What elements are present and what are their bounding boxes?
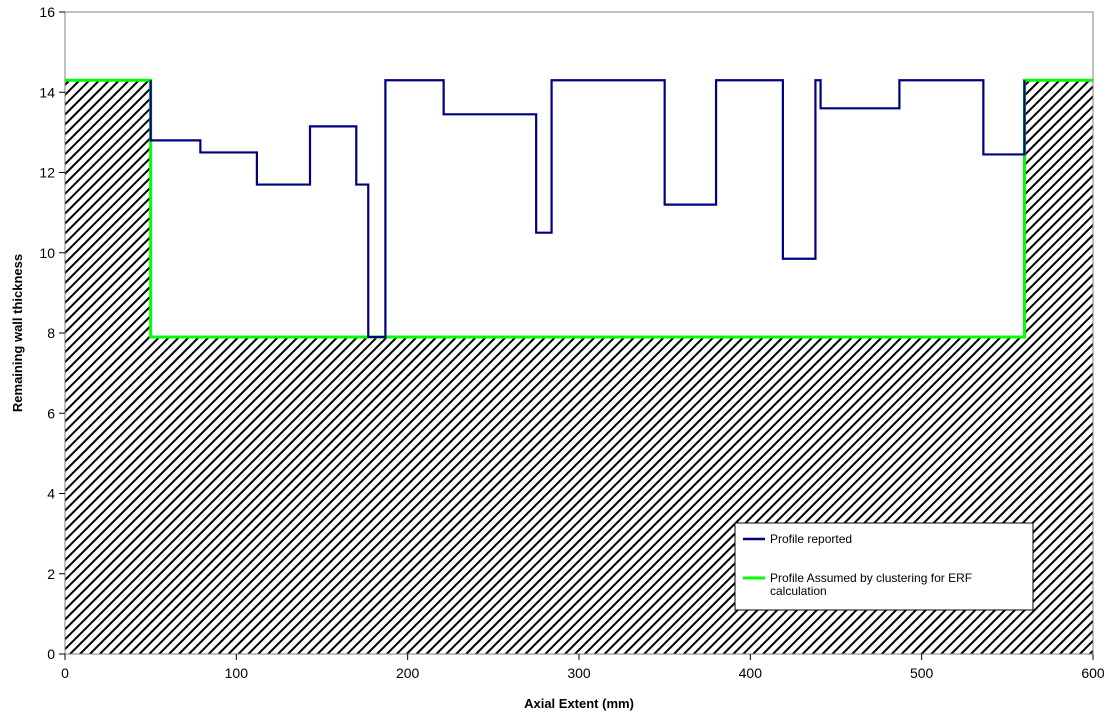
series-line-assumed-profile bbox=[65, 78, 1093, 339]
x-tick-label: 600 bbox=[1081, 665, 1105, 681]
x-tick-label: 300 bbox=[567, 665, 591, 681]
x-tick-label: 500 bbox=[910, 665, 934, 681]
y-tick-label: 6 bbox=[47, 405, 55, 421]
series-line-reported-profile bbox=[149, 79, 1026, 339]
y-tick-label: 8 bbox=[47, 325, 55, 341]
series-layer bbox=[65, 78, 1093, 339]
legend-label: Profile reported bbox=[770, 532, 852, 546]
y-tick-label: 12 bbox=[39, 165, 55, 181]
x-axis-title: Axial Extent (mm) bbox=[524, 696, 634, 711]
x-tick-label: 400 bbox=[739, 665, 763, 681]
x-tick-label: 200 bbox=[396, 665, 420, 681]
legend-box bbox=[734, 522, 1034, 611]
y-axis-title: Remaining wall thickness bbox=[10, 254, 25, 412]
y-tick-label: 10 bbox=[39, 245, 55, 261]
y-tick-label: 0 bbox=[47, 646, 55, 662]
y-tick-label: 2 bbox=[47, 566, 55, 582]
y-tick-label: 14 bbox=[39, 84, 55, 100]
x-tick-label: 100 bbox=[225, 665, 249, 681]
legend: Profile reported Profile Assumed by clust… bbox=[734, 522, 1034, 611]
legend-label: Profile Assumed by clustering for ERF bbox=[770, 571, 972, 585]
legend-label: calculation bbox=[770, 584, 827, 598]
hatched-region bbox=[65, 80, 1093, 654]
y-tick-label: 4 bbox=[47, 486, 55, 502]
axes: 0 100 200 300 400 500 600 0 2 4 6 8 10 12 14 16 bbox=[39, 4, 1104, 681]
hatch-area bbox=[65, 80, 1093, 654]
x-tick-label: 0 bbox=[61, 665, 69, 681]
y-tick-label: 16 bbox=[39, 4, 55, 20]
